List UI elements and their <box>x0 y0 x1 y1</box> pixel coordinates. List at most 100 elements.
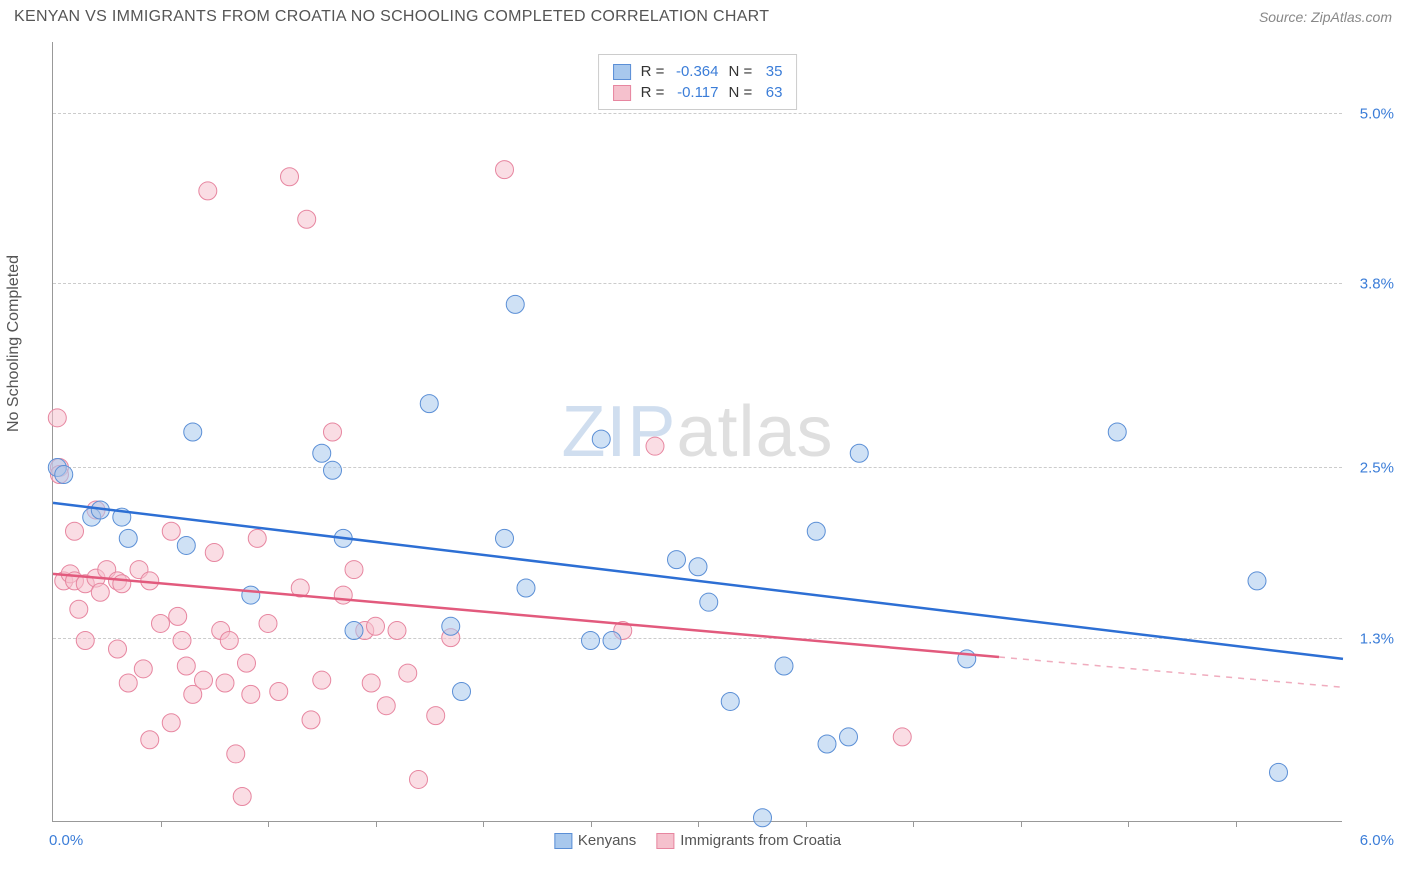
data-point <box>216 674 234 692</box>
data-point <box>152 614 170 632</box>
data-point <box>162 522 180 540</box>
data-point <box>362 674 380 692</box>
data-point <box>453 683 471 701</box>
plot-area: 5.0%3.8%2.5%1.3% ZIPatlas R = -0.364 N =… <box>52 42 1342 822</box>
data-point <box>1270 763 1288 781</box>
data-point <box>603 631 621 649</box>
legend-item-kenyans: Kenyans <box>554 832 636 849</box>
data-point <box>242 685 260 703</box>
data-point <box>646 437 664 455</box>
data-point <box>162 714 180 732</box>
data-point <box>324 461 342 479</box>
chart-container: No Schooling Completed 5.0%3.8%2.5%1.3% … <box>0 32 1406 882</box>
data-point <box>334 586 352 604</box>
data-point <box>298 210 316 228</box>
swatch-croatia-bottom <box>656 833 674 849</box>
data-point <box>754 809 772 827</box>
correlation-legend: R = -0.364 N = 35 R = -0.117 N = 63 <box>598 54 798 110</box>
data-point <box>807 522 825 540</box>
data-point <box>850 444 868 462</box>
data-point <box>668 551 686 569</box>
data-point <box>582 631 600 649</box>
data-point <box>313 671 331 689</box>
x-tick <box>1128 821 1129 827</box>
x-tick <box>913 821 914 827</box>
data-point <box>281 168 299 186</box>
data-point <box>113 575 131 593</box>
data-point <box>220 631 238 649</box>
data-point <box>70 600 88 618</box>
data-point <box>442 617 460 635</box>
data-point <box>840 728 858 746</box>
chart-header: KENYAN VS IMMIGRANTS FROM CROATIA NO SCH… <box>0 0 1406 32</box>
data-point <box>177 657 195 675</box>
data-point <box>134 660 152 678</box>
data-point <box>420 395 438 413</box>
data-point <box>1248 572 1266 590</box>
data-point <box>227 745 245 763</box>
data-point <box>399 664 417 682</box>
legend-row-kenyans: R = -0.364 N = 35 <box>613 61 783 82</box>
data-point <box>173 631 191 649</box>
data-point <box>66 522 84 540</box>
x-tick <box>591 821 592 827</box>
data-point <box>248 529 266 547</box>
data-point <box>345 561 363 579</box>
data-point <box>818 735 836 753</box>
data-point <box>427 707 445 725</box>
x-tick <box>483 821 484 827</box>
data-point <box>775 657 793 675</box>
x-tick <box>806 821 807 827</box>
data-point <box>313 444 331 462</box>
y-tick-label: 2.5% <box>1348 460 1394 477</box>
data-point <box>496 161 514 179</box>
data-point <box>199 182 217 200</box>
scatter-svg <box>53 42 1342 821</box>
data-point <box>1108 423 1126 441</box>
data-point <box>324 423 342 441</box>
data-point <box>205 544 223 562</box>
y-tick-label: 1.3% <box>1348 630 1394 647</box>
data-point <box>517 579 535 597</box>
data-point <box>242 586 260 604</box>
y-axis-label: No Schooling Completed <box>5 255 23 432</box>
data-point <box>91 583 109 601</box>
x-tick <box>268 821 269 827</box>
regression-line-dashed <box>999 657 1343 687</box>
x-axis-start-label: 0.0% <box>49 832 83 849</box>
data-point <box>592 430 610 448</box>
data-point <box>169 607 187 625</box>
legend-row-croatia: R = -0.117 N = 63 <box>613 82 783 103</box>
data-point <box>700 593 718 611</box>
data-point <box>233 787 251 805</box>
data-point <box>388 622 406 640</box>
regression-line <box>53 503 1343 659</box>
data-point <box>119 529 137 547</box>
data-point <box>238 654 256 672</box>
x-tick <box>1021 821 1022 827</box>
x-tick <box>698 821 699 827</box>
data-point <box>109 640 127 658</box>
x-tick <box>376 821 377 827</box>
data-point <box>270 683 288 701</box>
swatch-kenyans <box>613 64 631 80</box>
x-tick <box>161 821 162 827</box>
data-point <box>302 711 320 729</box>
data-point <box>184 423 202 441</box>
x-tick <box>1236 821 1237 827</box>
y-tick-label: 5.0% <box>1348 105 1394 122</box>
data-point <box>496 529 514 547</box>
data-point <box>506 295 524 313</box>
x-axis-end-label: 6.0% <box>1360 832 1394 849</box>
data-point <box>721 692 739 710</box>
y-tick-label: 3.8% <box>1348 276 1394 293</box>
chart-source: Source: ZipAtlas.com <box>1259 9 1392 25</box>
data-point <box>377 697 395 715</box>
swatch-kenyans-bottom <box>554 833 572 849</box>
data-point <box>195 671 213 689</box>
data-point <box>48 409 66 427</box>
data-point <box>141 731 159 749</box>
data-point <box>259 614 277 632</box>
data-point <box>55 466 73 484</box>
data-point <box>689 558 707 576</box>
